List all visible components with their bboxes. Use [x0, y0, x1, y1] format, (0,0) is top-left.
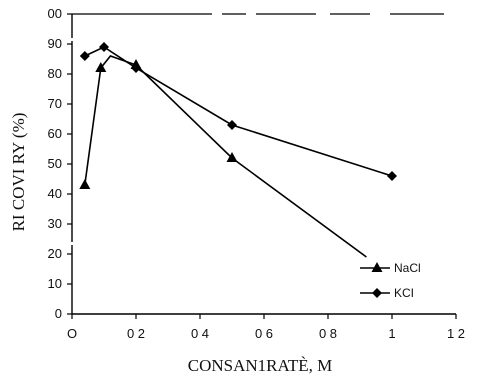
y-tick-label: 90	[48, 36, 62, 51]
y-axis-title: RI COVI RY (%)	[9, 113, 28, 232]
data-point-kcl	[131, 63, 141, 73]
x-tick-label: 1 2	[447, 326, 465, 341]
y-tick-label: 0	[55, 306, 62, 321]
y-tick-label: 50	[48, 156, 62, 171]
data-point-nacl	[95, 62, 107, 72]
series-line-kcl	[84, 46, 393, 177]
series-layer	[79, 42, 397, 258]
y-tick-label: 10	[48, 276, 62, 291]
legend-marker-nacl	[371, 262, 383, 272]
x-tick-label: 1	[388, 326, 395, 341]
x-axis-title: CONSAN1RATÈ, M	[188, 356, 333, 375]
data-point-kcl	[99, 42, 109, 52]
legend-marker-kci	[372, 288, 382, 298]
x-tick-label: 0 2	[127, 326, 145, 341]
x-tick-label: O	[67, 326, 77, 341]
y-tick-label: 40	[48, 186, 62, 201]
y-tick-label: 00	[48, 6, 62, 21]
data-point-kcl	[79, 51, 90, 61]
x-tick-label: 0 8	[319, 326, 337, 341]
y-tick-label: 20	[48, 246, 62, 261]
legend-label-kci: KCI	[394, 286, 414, 300]
legend: NaCl KCI	[360, 261, 421, 300]
tick-marks: 0 10 20 30 40 50 60 70 80 90 00 O 0 2 0 4 0 6 0 8 1 1 2	[48, 6, 466, 341]
y-tick-label: 80	[48, 66, 62, 81]
y-tick-label: 30	[48, 216, 62, 231]
data-point-nacl	[226, 152, 238, 162]
series-line-nacl	[84, 55, 367, 258]
x-tick-label: 0 6	[255, 326, 273, 341]
x-tick-label: 0 4	[191, 326, 209, 341]
y-tick-label: 60	[48, 126, 62, 141]
data-point-kcl	[387, 171, 397, 181]
data-point-nacl	[79, 179, 91, 189]
y-tick-label: 70	[48, 96, 62, 111]
legend-label-nacl: NaCl	[394, 261, 421, 275]
data-point-kcl	[227, 120, 237, 130]
